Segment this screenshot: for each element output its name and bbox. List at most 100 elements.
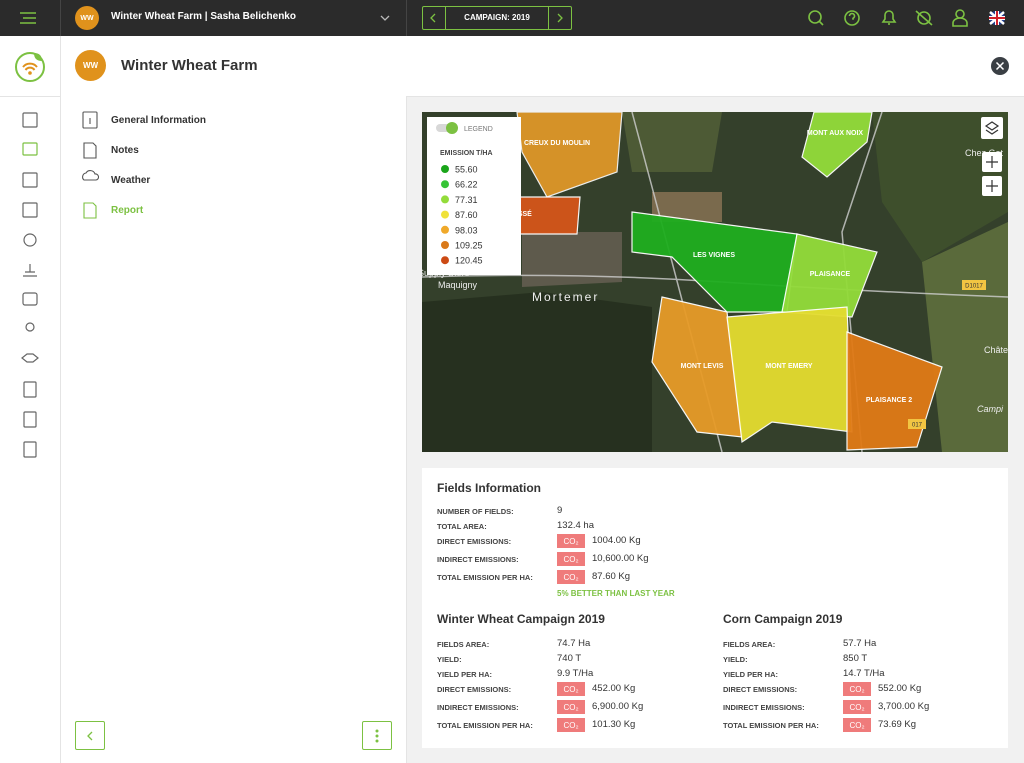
info-value: 850 T — [843, 653, 868, 664]
nav-sensors[interactable] — [23, 233, 37, 247]
info-value: 14.7 T/Ha — [843, 668, 885, 679]
legend-value: 98.03 — [455, 225, 478, 235]
menu-item[interactable]: Notes — [111, 145, 139, 156]
profile-icon[interactable] — [952, 9, 968, 27]
info-value: 57.7 Ha — [843, 638, 877, 649]
logo — [15, 52, 45, 82]
nav-calendar[interactable] — [22, 172, 38, 188]
nav-crops[interactable] — [23, 264, 37, 277]
info-label: TOTAL EMISSION PER HA: — [437, 721, 533, 730]
menu-item[interactable]: Report — [111, 205, 144, 216]
co2-badge: CO₂ — [557, 718, 585, 732]
info-label: YIELD: — [723, 655, 748, 664]
place-label: Mortemer — [532, 290, 599, 304]
farm-selector[interactable]: Winter Wheat Farm | Sasha Belichenko — [111, 11, 296, 22]
info-value: 1004.00 Kg — [592, 535, 641, 546]
zoom-in-button[interactable] — [982, 176, 1002, 196]
info-value: 73.69 Kg — [878, 719, 917, 730]
help-icon[interactable] — [844, 10, 860, 26]
page-title: Winter Wheat Farm — [121, 57, 258, 74]
place-label: Châte — [984, 345, 1008, 355]
info-value: 10,600.00 Kg — [592, 553, 649, 564]
legend-swatch — [441, 165, 449, 173]
legend-value: 55.60 — [455, 165, 478, 175]
field-label: MONT AUX NOIX — [807, 130, 863, 137]
info-label: TOTAL EMISSION PER HA: — [437, 573, 533, 582]
nav-dashboard[interactable] — [22, 112, 38, 128]
info-value: 3,700.00 Kg — [878, 701, 930, 712]
info-value: 552.00 Kg — [878, 683, 922, 694]
legend-swatch — [441, 195, 449, 204]
nav-storage[interactable] — [23, 381, 37, 398]
field-label: CREUX DU MOULIN — [524, 140, 590, 147]
legend-subtitle: EMISSION T/HA — [440, 150, 493, 157]
info-value: 74.7 Ha — [557, 638, 591, 649]
map-legend: LEGEND EMISSION T/HA 55.60 66.22 77.31 87.6… — [427, 117, 521, 275]
nav-reports[interactable] — [23, 441, 37, 458]
fields-info-card: Fields Information 5% BETTER THAN LAST Y… — [422, 468, 1008, 748]
info-label: DIRECT EMISSIONS: — [437, 537, 512, 546]
prev-campaign[interactable] — [429, 13, 439, 23]
nav-documents[interactable] — [23, 411, 37, 428]
more-icon — [375, 729, 379, 743]
info-label: INDIRECT EMISSIONS: — [437, 555, 519, 564]
road-badge — [908, 419, 926, 429]
campaign-switcher: CAMPAIGN: 2019 — [422, 6, 572, 30]
zoom-in-button[interactable] — [982, 152, 1002, 172]
farm-avatar: WW — [75, 50, 106, 81]
back-button[interactable] — [75, 721, 105, 750]
next-campaign[interactable] — [555, 13, 565, 23]
legend-title: LEGEND — [464, 126, 493, 133]
legend-toggle-knob — [446, 122, 458, 134]
close-button[interactable] — [990, 56, 1010, 76]
legend-swatch — [441, 210, 449, 219]
language-flag[interactable] — [989, 11, 1005, 25]
divider — [445, 7, 446, 29]
co2-badge: CO₂ — [557, 552, 585, 566]
info-value: 9 — [557, 505, 563, 516]
legend-value: 66.22 — [455, 180, 478, 190]
nav-people[interactable] — [25, 322, 35, 332]
field-label: PLAISANCE 2 — [866, 397, 912, 404]
place-label: Campi — [977, 404, 1004, 414]
co2-badge: CO₂ — [557, 534, 585, 548]
notifications-icon[interactable] — [881, 10, 897, 25]
menu-icons — [82, 111, 100, 219]
satellite-icon[interactable] — [915, 10, 933, 26]
menu-button[interactable] — [18, 11, 38, 25]
page-header: WW Winter Wheat Farm — [61, 36, 1024, 97]
info-value: 452.00 Kg — [592, 683, 636, 694]
nav-machinery[interactable] — [22, 292, 38, 306]
nav-farm[interactable] — [22, 142, 38, 156]
menu-item[interactable]: General Information — [111, 115, 207, 126]
info-label: NUMBER OF FIELDS: — [437, 507, 514, 516]
dropdown-arrow[interactable] — [379, 13, 391, 23]
info-label: INDIRECT EMISSIONS: — [437, 703, 519, 712]
search-icon[interactable] — [808, 10, 824, 26]
nav-partners[interactable] — [21, 353, 39, 363]
nav-icons — [21, 112, 39, 458]
co2-badge: CO₂ — [557, 682, 585, 696]
info-label: FIELDS AREA: — [723, 640, 776, 649]
legend-swatch — [441, 256, 449, 265]
legend-box — [427, 117, 521, 275]
field-label: MONT LEVIS — [681, 363, 724, 370]
nav-tasks[interactable] — [22, 202, 38, 218]
info-label: TOTAL AREA: — [437, 522, 487, 531]
divider — [0, 96, 60, 97]
legend-swatch — [441, 180, 449, 189]
legend-value: 109.25 — [455, 241, 483, 251]
more-button[interactable] — [362, 721, 392, 750]
co2-badge: CO₂ — [843, 718, 871, 732]
field-label: LES VIGNES — [693, 252, 735, 259]
legend-value: 77.31 — [455, 195, 478, 205]
info-label: DIRECT EMISSIONS: — [723, 685, 798, 694]
farm-avatar: WW — [75, 6, 99, 30]
layers-button[interactable] — [981, 117, 1003, 139]
info-value: 87.60 Kg — [592, 571, 631, 582]
co2-badge: CO₂ — [843, 700, 871, 714]
menu-item[interactable]: Weather — [111, 175, 151, 186]
